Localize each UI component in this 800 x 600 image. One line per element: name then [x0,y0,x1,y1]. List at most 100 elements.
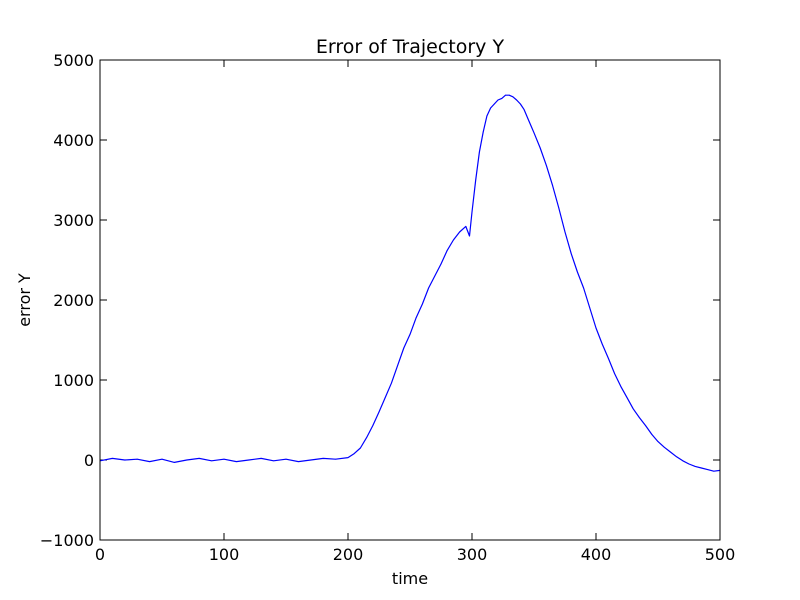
x-axis-label: time [392,569,428,588]
data-point [415,317,417,318]
series-layer [99,94,721,472]
data-point [552,185,553,187]
y-axis-label: error Y [15,273,34,327]
y-tick-label: 4000 [53,131,94,150]
x-tick-label: 400 [581,545,612,564]
y-tick-label: −1000 [40,531,94,550]
data-point [353,453,355,454]
series-line-0 [99,94,721,472]
data-point [512,96,514,98]
y-tick-label: 2000 [53,291,94,310]
x-tick-label: 0 [95,545,105,564]
data-point [688,463,690,465]
data-point [223,458,225,460]
x-tick-label: 100 [209,545,240,564]
data-point [589,307,591,309]
data-point [471,211,473,213]
data-point [508,94,510,96]
data-point [446,250,448,251]
data-point [273,460,274,462]
data-point [440,263,442,265]
data-point [701,467,702,469]
data-point [453,239,454,241]
x-tick-label: 300 [457,545,488,564]
data-point [285,458,287,460]
data-point [149,461,151,462]
data-point [670,451,671,453]
data-point [564,231,566,233]
data-point [493,103,495,105]
y-tick-label: 0 [84,451,94,470]
data-point [310,459,312,461]
data-point [347,457,349,458]
data-point [583,287,584,289]
data-point [186,459,188,461]
x-tick-label: 500 [705,545,736,564]
x-tick-label: 200 [333,545,364,564]
data-point [595,327,597,329]
data-point [391,382,392,384]
plot-frame [99,59,721,541]
data-point [403,347,405,349]
y-tick-label: 1000 [53,371,94,390]
data-point [124,459,126,461]
data-point [682,460,684,462]
data-point [475,179,477,181]
data-point [608,358,609,359]
data-point [558,207,560,209]
data-point [469,235,470,237]
data-point [322,458,324,459]
data-point [626,397,628,398]
data-point [497,99,499,101]
data-point [570,253,572,255]
data-point [174,462,175,463]
data-point [397,365,398,366]
chart-title: Error of Trajectory Y [316,36,505,58]
data-point [505,94,506,96]
data-point [577,271,578,273]
ticks-layer: 0 100 200 300 400 500−10000100020003000400050… [40,51,735,564]
data-point [639,417,640,418]
data-point [707,469,708,470]
data-point [298,461,299,462]
data-point [409,334,411,335]
data-point [211,460,213,462]
data-point [136,458,138,460]
data-point [539,147,541,149]
data-point [614,373,615,374]
data-point [519,103,521,105]
data-point [651,434,653,435]
data-point [645,425,646,426]
data-point [198,458,200,459]
data-point [663,446,665,448]
data-point [533,132,535,134]
data-point [713,470,715,472]
data-point [248,459,250,461]
data-point [601,343,603,345]
data-point [434,275,436,277]
data-point [479,151,480,153]
data-point [482,131,484,133]
y-tick-label: 3000 [53,211,94,230]
data-point [428,287,429,289]
data-point [161,458,163,460]
data-point [486,115,488,117]
y-tick-label: 5000 [53,51,94,70]
data-point [422,303,423,305]
data-point [546,165,547,167]
data-point [516,99,518,101]
data-point [620,386,622,387]
data-point [657,441,659,442]
data-point [459,231,460,233]
data-point [694,466,696,467]
data-point [632,408,634,410]
data-point [366,437,367,438]
data-point [236,461,237,462]
data-point [527,118,529,119]
plot-area [100,60,720,540]
data-point [465,226,467,227]
data-point [260,458,262,459]
data-point [372,425,374,426]
data-point [112,458,113,459]
